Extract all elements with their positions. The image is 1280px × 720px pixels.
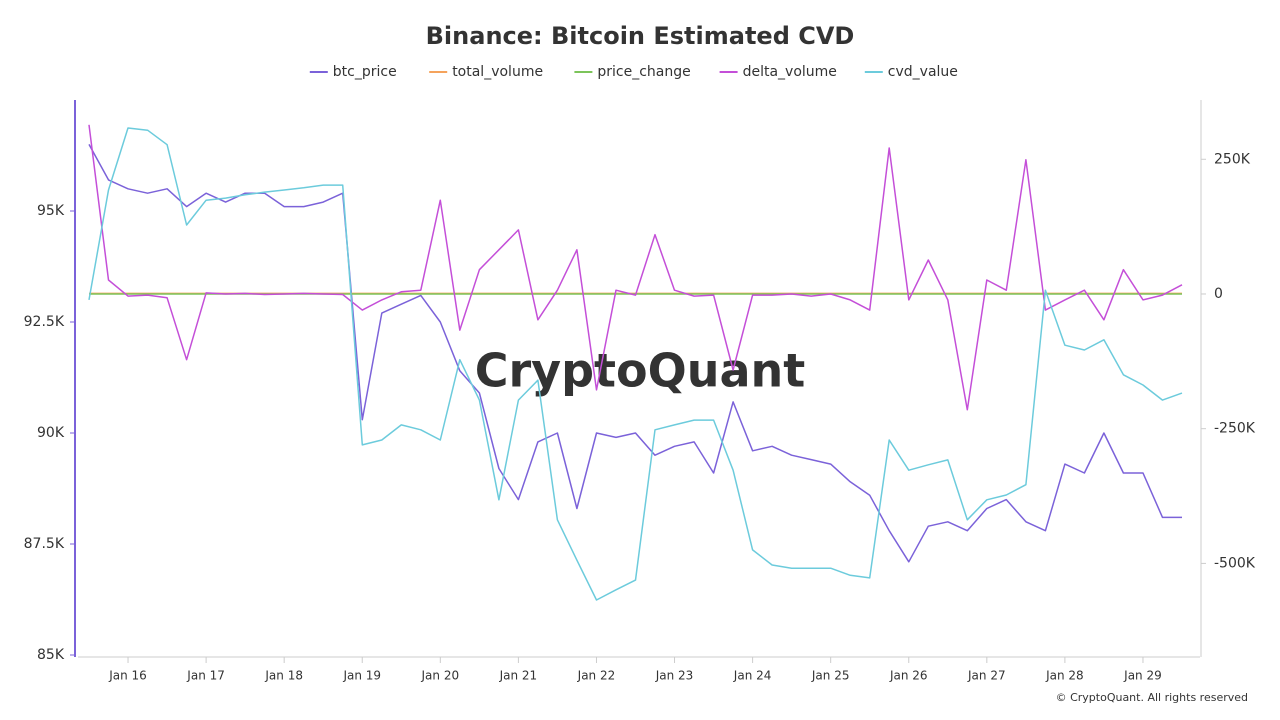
x-tick-label: Jan 20 bbox=[421, 669, 460, 683]
x-tick-label: Jan 24 bbox=[733, 669, 772, 683]
y-tick-label: 87.5K bbox=[24, 536, 65, 552]
y2-tick-label: -500K bbox=[1214, 555, 1256, 571]
legend-label[interactable]: total_volume bbox=[452, 64, 543, 80]
x-tick-label: Jan 18 bbox=[264, 669, 303, 683]
y-tick-label: 92.5K bbox=[24, 314, 65, 330]
x-tick-label: Jan 19 bbox=[342, 669, 381, 683]
x-tick-label: Jan 17 bbox=[186, 669, 225, 683]
legend-label[interactable]: btc_price bbox=[333, 64, 397, 80]
legend-label[interactable]: delta_volume bbox=[743, 64, 837, 80]
footer: © CryptoQuant. All rights reserved bbox=[1056, 691, 1248, 704]
x-tick-label: Jan 26 bbox=[889, 669, 928, 683]
legend-label[interactable]: cvd_value bbox=[888, 64, 958, 80]
legend-label[interactable]: price_change bbox=[597, 64, 690, 80]
series-line bbox=[88, 127, 1183, 601]
series-line bbox=[88, 144, 1182, 563]
y-tick-label: 90K bbox=[37, 425, 65, 441]
watermark: CryptoQuant bbox=[475, 344, 806, 398]
x-tick-label: Jan 21 bbox=[499, 669, 538, 683]
y-tick-label: 85K bbox=[37, 647, 65, 663]
y2-tick-label: 250K bbox=[1214, 151, 1251, 167]
x-tick-label: Jan 22 bbox=[577, 669, 616, 683]
x-tick-label: Jan 25 bbox=[811, 669, 850, 683]
y2-tick-label: 0 bbox=[1214, 286, 1223, 302]
x-tick-label: Jan 29 bbox=[1123, 669, 1162, 683]
x-tick-label: Jan 27 bbox=[967, 669, 1006, 683]
x-tick-label: Jan 16 bbox=[108, 669, 147, 683]
x-tick-label: Jan 28 bbox=[1045, 669, 1084, 683]
y2-tick-label: -250K bbox=[1214, 421, 1256, 437]
y-tick-label: 95K bbox=[37, 203, 65, 219]
x-tick-label: Jan 23 bbox=[655, 669, 694, 683]
series-line bbox=[88, 124, 1183, 411]
chart-title: Binance: Bitcoin Estimated CVD bbox=[426, 22, 855, 50]
